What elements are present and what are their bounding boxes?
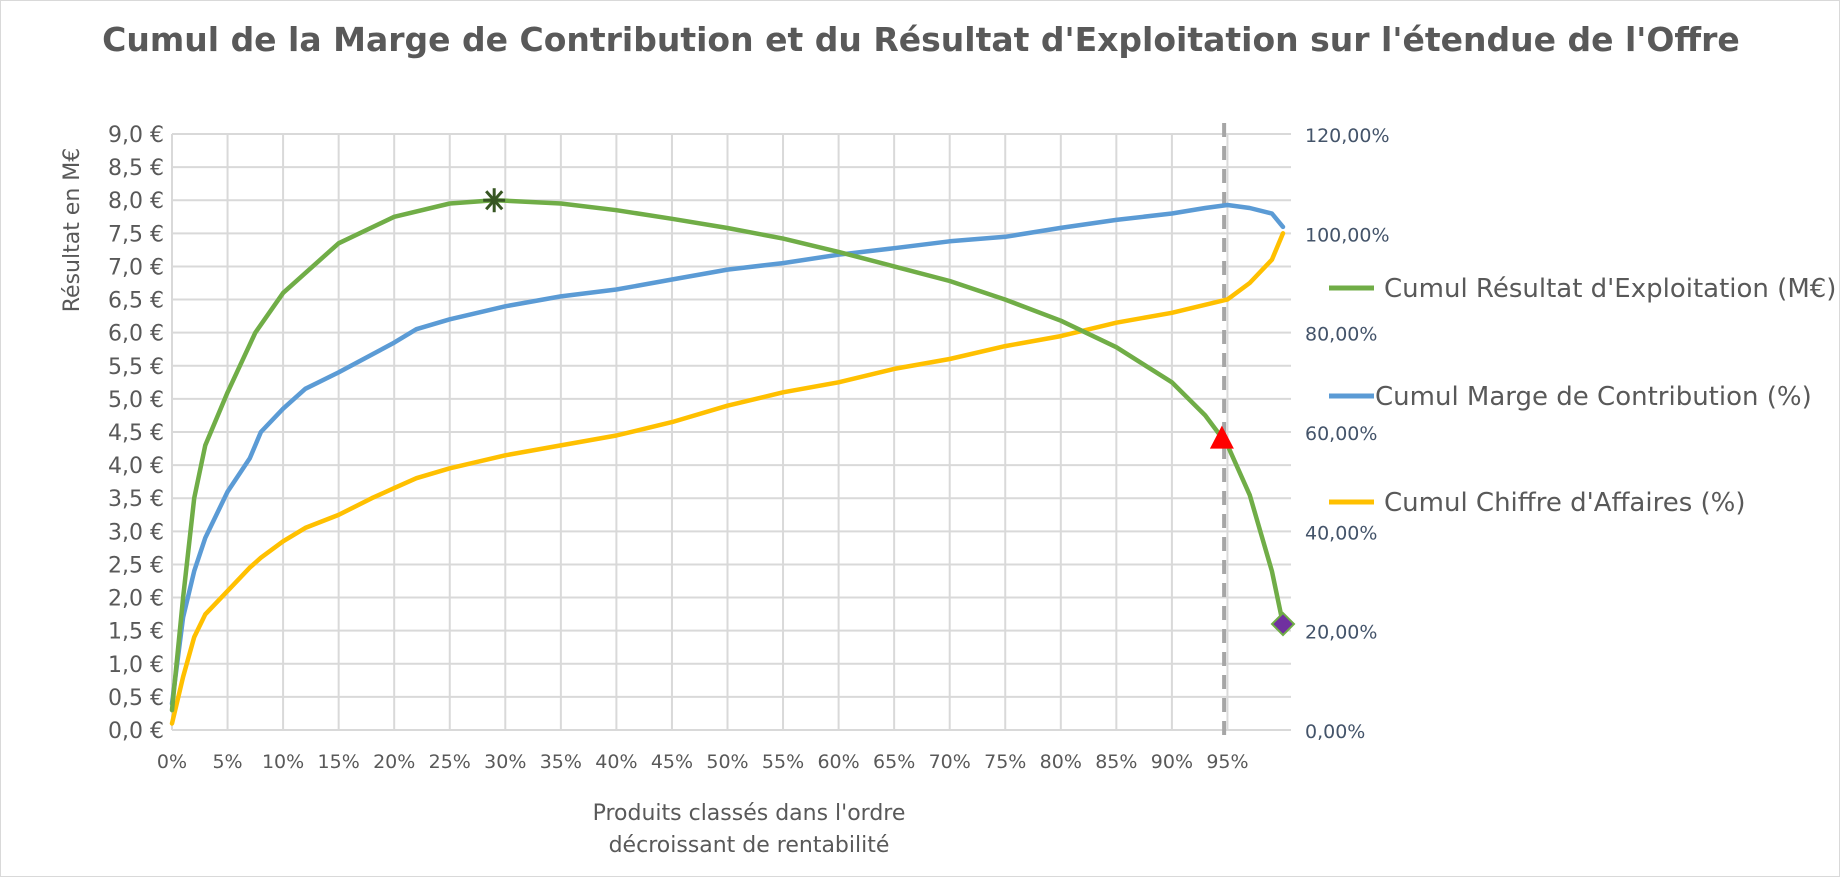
y-left-tick-label: 9,0 € (108, 123, 164, 148)
x-tick-label: 45% (651, 751, 693, 773)
y-right-tick-label: 40,00% (1305, 522, 1377, 544)
series-line-2 (169, 231, 1286, 726)
y-right-tick-label: 120,00% (1305, 125, 1390, 147)
x-tick-label: 85% (1095, 751, 1137, 773)
x-tick-label: 30% (484, 751, 526, 773)
y-left-tick-label: 0,5 € (108, 686, 164, 711)
y-left-tick-label: 4,0 € (108, 454, 164, 479)
y-right-tick-label: 0,00% (1305, 721, 1365, 743)
y-left-tick-label: 5,5 € (108, 355, 164, 380)
y-left-tick-label: 1,0 € (108, 653, 164, 678)
y-right-ticks: 0,00% 20,00% 40,00% 60,00% 80,00% 100,00% 120,… (1305, 125, 1390, 743)
x-tick-label: 65% (873, 751, 915, 773)
y-left-tick-label: 6,5 € (108, 289, 164, 314)
x-tick-label: 0% (157, 751, 187, 773)
legend-label-1: Cumul Marge de Contribution (%) (1375, 382, 1812, 412)
series-line-0 (169, 197, 1286, 713)
y-right-tick-label: 100,00% (1305, 224, 1390, 246)
series-group (169, 197, 1286, 726)
x-tick-label: 70% (929, 751, 971, 773)
y-left-tick-label: 3,5 € (108, 487, 164, 512)
chart-title: Cumul de la Marge de Contribution et du … (102, 20, 1740, 59)
y-left-tick-label: 7,5 € (108, 222, 164, 247)
y-right-tick-label: 20,00% (1305, 622, 1377, 644)
y-right-tick-label: 80,00% (1305, 324, 1377, 346)
legend-label-2: Cumul Chiffre d'Affaires (%) (1384, 488, 1746, 518)
x-tick-label: 90% (1151, 751, 1193, 773)
x-tick-label: 60% (817, 751, 859, 773)
x-tick-label: 75% (984, 751, 1026, 773)
x-tick-label: 55% (762, 751, 804, 773)
y-right-tick-label: 60,00% (1305, 423, 1377, 445)
y-left-tick-label: 2,5 € (108, 553, 164, 578)
y-left-tick-label: 1,5 € (108, 620, 164, 645)
legend-label-0: Cumul Résultat d'Exploitation (M€) (1384, 274, 1836, 304)
y-left-tick-label: 6,0 € (108, 322, 164, 347)
x-axis-title-line-2: décroissant de rentabilité (609, 833, 890, 858)
y-axis-title: Résultat en M€ (60, 148, 85, 313)
y-left-tick-label: 2,0 € (108, 587, 164, 612)
legend: Cumul Résultat d'Exploitation (M€) Cumul … (1329, 274, 1836, 518)
x-ticks: 0% 5% 10% 15% 20% 25% 30% 35% 40% 45% 50% 55% 60% 65%… (157, 751, 1249, 773)
x-tick-label: 40% (595, 751, 637, 773)
y-left-tick-label: 7,0 € (108, 255, 164, 280)
x-tick-label: 10% (262, 751, 304, 773)
markers-group (483, 188, 1296, 637)
x-axis-title-line-1: Produits classés dans l'ordre (593, 801, 906, 826)
x-tick-label: 80% (1040, 751, 1082, 773)
x-tick-label: 15% (318, 751, 360, 773)
x-tick-label: 5% (212, 751, 242, 773)
star-marker (483, 188, 506, 213)
x-tick-label: 50% (706, 751, 748, 773)
y-left-tick-label: 4,5 € (108, 421, 164, 446)
y-left-ticks: 0,0 € 0,5 € 1,0 € 1,5 € 2,0 € 2,5 € 3,0 € 3,5 €… (108, 123, 164, 744)
diamond-marker (1270, 611, 1296, 637)
x-tick-label: 35% (540, 751, 582, 773)
y-left-tick-label: 8,0 € (108, 189, 164, 214)
x-tick-label: 20% (373, 751, 415, 773)
grid (171, 133, 1291, 731)
y-left-tick-label: 5,0 € (108, 388, 164, 413)
y-left-tick-label: 0,0 € (108, 719, 164, 744)
x-tick-label: 95% (1206, 751, 1248, 773)
series-line-1 (169, 202, 1286, 706)
y-left-tick-label: 8,5 € (108, 156, 164, 181)
x-tick-label: 25% (429, 751, 471, 773)
triangle-marker (1209, 425, 1234, 449)
y-left-tick-label: 3,0 € (108, 520, 164, 545)
